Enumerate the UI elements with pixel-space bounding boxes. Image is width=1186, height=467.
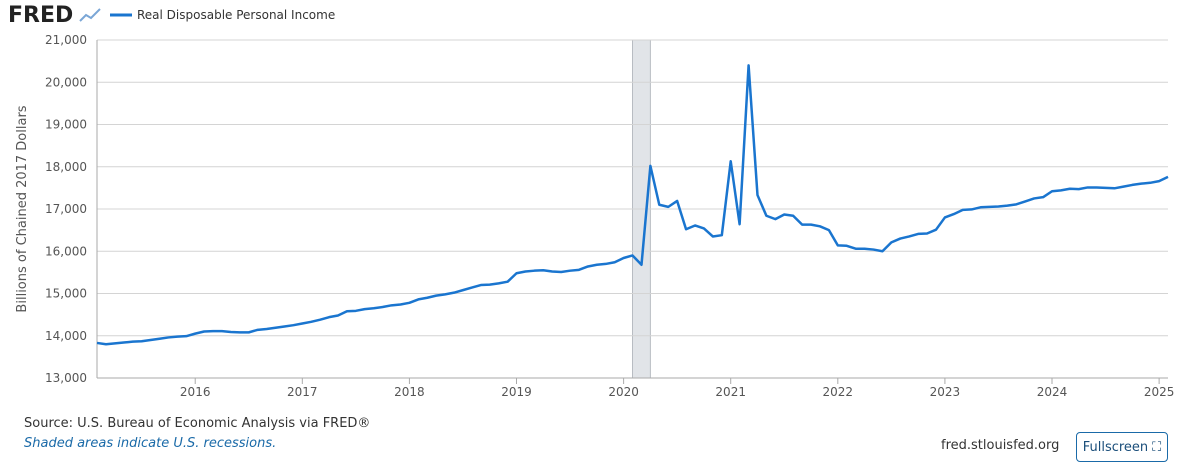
chart: FRED Real Disposable Personal Income Bil… xyxy=(8,3,1175,399)
logo-icon xyxy=(79,8,101,22)
fullscreen-button[interactable]: Fullscreen ⛶ xyxy=(1076,432,1168,462)
logo: FRED xyxy=(8,3,73,28)
y-tick-label: 20,000 xyxy=(45,75,87,89)
button-icon: ⛶ xyxy=(1152,439,1162,455)
x-tick-label: 2024 xyxy=(1037,385,1068,399)
y-axis-label: Billions of Chained 2017 Dollars xyxy=(15,105,30,312)
button-label: Fullscreen xyxy=(1082,439,1149,455)
x-tick-label: 2022 xyxy=(823,385,854,399)
x-tick-label: 2020 xyxy=(608,385,639,399)
y-tick-label: 15,000 xyxy=(45,287,87,301)
source: Source: U.S. Bureau of Economic Analysis… xyxy=(24,416,371,431)
y-tick-label: 21,000 xyxy=(45,33,87,47)
x-tick-label: 2019 xyxy=(501,385,532,399)
site-url: fred.stlouisfed.org xyxy=(941,438,1060,453)
y-tick-label: 18,000 xyxy=(45,160,87,174)
legend-label: Real Disposable Personal Income xyxy=(137,8,335,22)
y-tick-label: 13,000 xyxy=(45,371,87,385)
y-tick-label: 17,000 xyxy=(45,202,87,216)
y-tick-label: 19,000 xyxy=(45,118,87,132)
data-line xyxy=(96,64,1169,346)
x-tick-label: 2016 xyxy=(180,385,211,399)
x-tick-label: 2023 xyxy=(930,385,961,399)
y-tick-label: 16,000 xyxy=(45,244,87,258)
x-tick-label: 2025 xyxy=(1144,385,1175,399)
x-tick-label: 2017 xyxy=(287,385,318,399)
x-tick-label: 2018 xyxy=(394,385,425,399)
y-tick-label: 14,000 xyxy=(45,329,87,343)
recession-note: Shaded areas indicate U.S. recessions. xyxy=(24,436,277,451)
x-tick-label: 2021 xyxy=(715,385,746,399)
